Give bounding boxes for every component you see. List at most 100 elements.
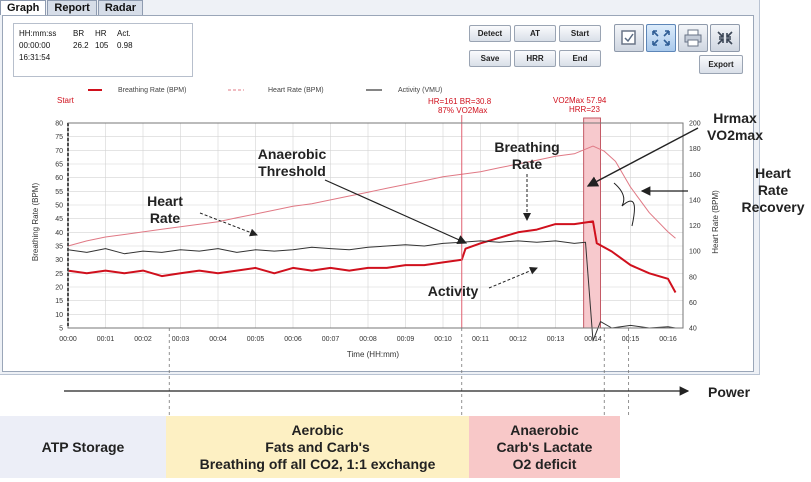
y-tick-label: 40 [55, 230, 63, 237]
x-tick-label: 00:02 [134, 336, 152, 343]
readout-header-hr: HR [95, 29, 107, 38]
x-tick-label: 00:06 [284, 336, 302, 343]
y-tick-label: 5 [59, 326, 63, 333]
x-tick-label: 00:04 [209, 336, 227, 343]
checkbox-tool-button[interactable] [614, 24, 644, 52]
phase-anaerobic: Anaerobic Carb's Lactate O2 deficit [469, 416, 620, 478]
legend-breathing-label: Breathing Rate (BPM) [118, 87, 186, 94]
legend-activity-label: Activity (VMU) [398, 87, 442, 94]
recovery-callout-line1: Heart [755, 165, 791, 181]
print-tool-button[interactable] [678, 24, 708, 52]
chart-ticks: 00:00 00:01 00:02 00:03 00:04 00:05 00:06 00:07… [55, 121, 701, 344]
x-tick-label: 00:05 [247, 336, 265, 343]
phase-aerobic-line2: Fats and Carb's [265, 438, 370, 455]
activity-arrow [488, 267, 538, 289]
y-tick-label: 80 [55, 121, 63, 128]
at-button[interactable]: AT [514, 25, 556, 42]
fit-to-screen-icon [652, 30, 670, 46]
tab-report[interactable]: Report [47, 0, 97, 15]
readout-header-act: Act. [117, 29, 131, 38]
y2-tick-label: 200 [689, 121, 701, 128]
y2-tick-label: 160 [689, 172, 701, 179]
start-button[interactable]: Start [559, 25, 601, 42]
hrr-button[interactable]: HRR [514, 50, 556, 67]
heart-rate-arrow [199, 212, 258, 237]
printer-icon [684, 29, 702, 47]
x-tick-label: 00:09 [397, 336, 415, 343]
phase-divider-lines [168, 328, 630, 416]
breathing-callout-line2: Rate [512, 156, 543, 172]
readout-hr: 105 [95, 41, 109, 50]
heart-rate-callout-line1: Heart [147, 193, 183, 209]
collapse-arrows-icon [717, 31, 733, 45]
fit-to-screen-tool-button[interactable] [646, 24, 676, 52]
x-tick-label: 00:11 [472, 336, 489, 343]
collapse-tool-button[interactable] [710, 24, 740, 52]
y2-tick-label: 120 [689, 223, 701, 230]
phase-anaerobic-line2: Carb's Lactate [496, 438, 593, 455]
x-tick-label: 00:01 [97, 336, 115, 343]
readout-header-br: BR [73, 29, 85, 38]
x-tick-label: 00:10 [434, 336, 452, 343]
heart-rate-callout-line2: Rate [150, 210, 181, 226]
y-tick-label: 70 [55, 148, 63, 155]
detect-button[interactable]: Detect [469, 25, 511, 42]
recovery-callout-line2: Rate [758, 182, 789, 198]
y-tick-label: 15 [55, 298, 63, 305]
start-annotation: Start [57, 96, 75, 105]
power-label: Power [708, 384, 751, 400]
phase-anaerobic-line1: Anaerobic [510, 421, 579, 438]
y2-tick-label: 60 [689, 300, 697, 307]
phase-aerobic: Aerobic Fats and Carb's Breathing off al… [166, 416, 469, 478]
phase-aerobic-line1: Aerobic [291, 421, 344, 438]
y2-tick-label: 180 [689, 146, 701, 153]
y-axis-label: Breathing Rate (BPM) [31, 183, 40, 262]
x-tick-label: 00:13 [547, 336, 565, 343]
x-tick-label: 00:00 [59, 336, 77, 343]
x-tick-label: 00:15 [622, 336, 640, 343]
phase-aerobic-line3: Breathing off all CO2, 1:1 exchange [199, 455, 436, 472]
at-annotation-line1: HR=161 BR=30.8 [428, 97, 492, 106]
y-tick-label: 75 [55, 134, 63, 141]
x-tick-label: 00:07 [322, 336, 340, 343]
hrmax-callout-line1: Hrmax [713, 110, 757, 126]
x-tick-label: 00:16 [659, 336, 677, 343]
export-button[interactable]: Export [699, 55, 743, 74]
phase-atp-line1: ATP Storage [41, 438, 125, 455]
y-tick-label: 10 [55, 312, 63, 319]
y-tick-label: 30 [55, 257, 63, 264]
vo2-annotation-line1: VO2Max 57.94 [553, 96, 607, 105]
y-tick-label: 45 [55, 216, 63, 223]
y-tick-label: 20 [55, 285, 63, 292]
checkbox-icon [621, 30, 636, 45]
graph-panel: HH:mm:ss BR HR Act. 00:00:00 26.2 105 0.… [2, 15, 754, 372]
readout-header-time: HH:mm:ss [19, 29, 57, 38]
end-button[interactable]: End [559, 50, 601, 67]
threshold-arrow [324, 179, 468, 244]
save-button[interactable]: Save [469, 50, 511, 67]
legend-heart-label: Heart Rate (BPM) [268, 87, 324, 94]
recovery-callout-line3: Recovery [741, 199, 804, 215]
readout-clock: 16:31:54 [19, 53, 51, 62]
phase-anaerobic-line3: O2 deficit [512, 455, 577, 472]
threshold-callout-line2: Threshold [258, 163, 326, 179]
plot-area [67, 122, 684, 329]
x-tick-label: 00:08 [359, 336, 377, 343]
x-axis-label: Time (HH:mm) [347, 350, 399, 359]
x-tick-label: 00:03 [172, 336, 190, 343]
at-annotation-line2: 87% VO2Max [438, 106, 487, 115]
y2-tick-label: 40 [689, 326, 697, 333]
app-window: Graph Report Radar HH:mm:ss BR HR Act. 0… [0, 0, 760, 375]
activity-line [67, 240, 676, 342]
y2-axis-label: Heart Rate (BPM) [711, 190, 720, 254]
readout-time: 00:00:00 [19, 41, 51, 50]
readout-act: 0.98 [117, 41, 133, 50]
tab-graph[interactable]: Graph [0, 0, 47, 15]
heart-rate-line [67, 145, 676, 247]
hrmax-arrow [586, 127, 699, 187]
tab-radar[interactable]: Radar [97, 0, 144, 15]
chart-series [67, 145, 677, 342]
x-tick-label: 00:12 [509, 336, 527, 343]
y2-tick-label: 140 [689, 197, 701, 204]
